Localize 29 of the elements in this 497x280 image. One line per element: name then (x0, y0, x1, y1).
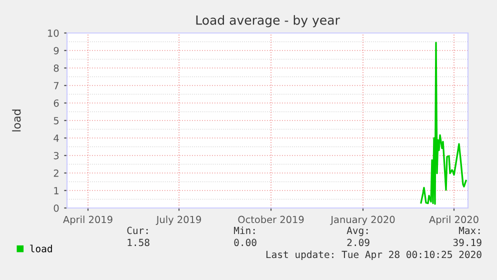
y-tick-label: 9 (54, 46, 59, 54)
chart-title: Load average - by year (196, 15, 340, 28)
text: 39.19 (453, 238, 482, 246)
text: 0.00 (234, 238, 256, 246)
y-tick-label: 2 (54, 169, 58, 177)
y-tick-label: 10 (48, 29, 59, 37)
text: Cur: (127, 226, 148, 234)
legend-label: load (30, 244, 52, 252)
y-tick-label: 6 (54, 99, 59, 107)
text: 1.58 (128, 238, 150, 246)
y-tick-label: 7 (54, 82, 59, 90)
y-tick-label: 0 (54, 204, 59, 212)
x-tick-label: July 2019 (156, 216, 201, 226)
y-tick-label: 1 (54, 187, 58, 194)
text: 2.09 (347, 238, 370, 246)
text: Last update: Tue Apr 28 00:10:25 2020 (266, 250, 482, 260)
y-axis-title: load (12, 110, 21, 132)
x-tick-label: January 2020 (330, 216, 395, 226)
y-tick-label: 4 (54, 134, 59, 142)
text: Max: (458, 226, 480, 234)
x-tick-label: April 2019 (63, 216, 112, 226)
text: Avg: (346, 226, 368, 236)
line-series (420, 42, 467, 205)
text: Min: (234, 226, 255, 234)
y-tick-label: 3 (54, 152, 59, 160)
y-tick-label: 8 (54, 64, 59, 72)
x-tick-label: October 2019 (238, 216, 304, 224)
x-tick-label: April 2020 (429, 216, 478, 226)
y-tick-label: 5 (54, 117, 59, 124)
